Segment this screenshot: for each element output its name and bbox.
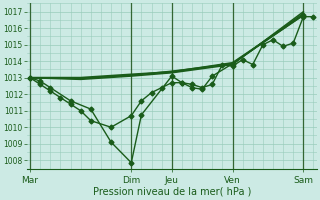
X-axis label: Pression niveau de la mer( hPa ): Pression niveau de la mer( hPa )	[92, 187, 251, 197]
